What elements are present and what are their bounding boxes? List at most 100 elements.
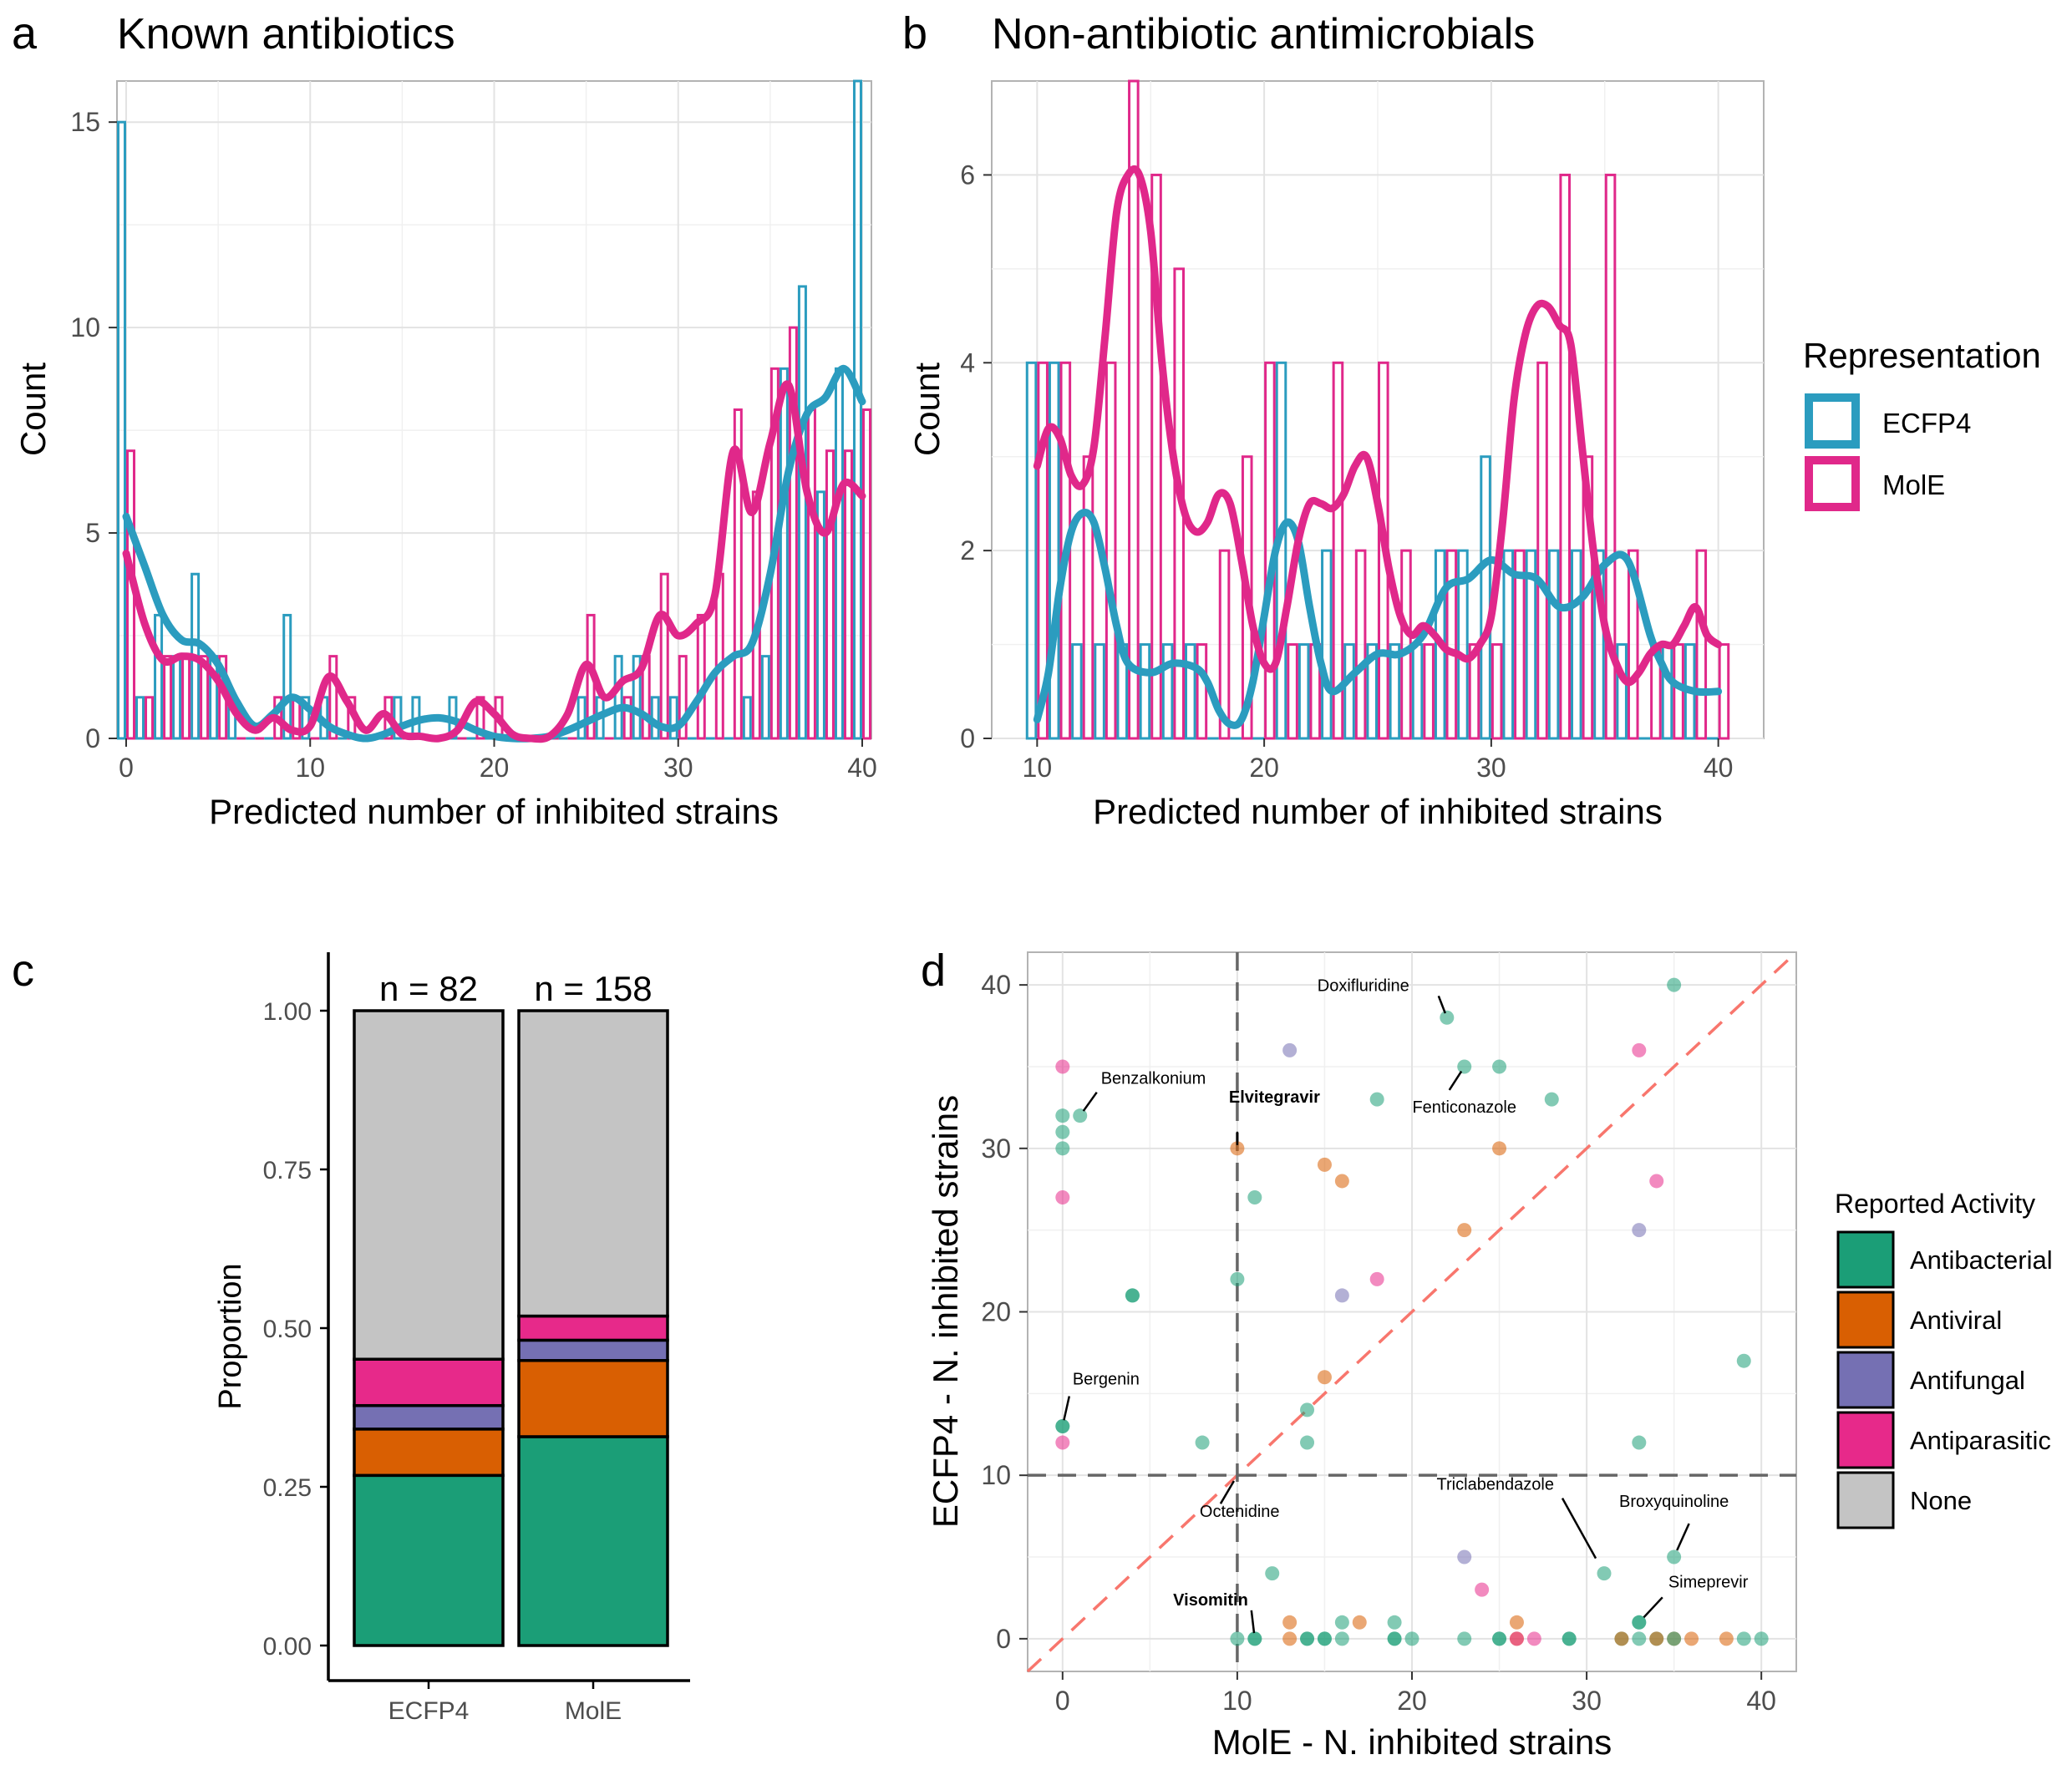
y-tick-label: 30 <box>981 1133 1011 1164</box>
point-antiviral <box>1684 1631 1699 1646</box>
panel-a-chart: 0 10 20 30 40 0 5 10 15 Predicted number of inhi… <box>13 79 877 831</box>
point-antibacterial <box>1195 1435 1210 1450</box>
panel-b-smooth-lines <box>1033 165 1723 729</box>
bar-ecfp4 <box>1525 549 1537 740</box>
bar-ecfp4 <box>797 285 807 740</box>
x-tick-label: 20 <box>1249 753 1279 783</box>
panel-d-points <box>1055 977 1769 1646</box>
point-antiviral <box>1457 1223 1472 1238</box>
point-antibacterial <box>1754 1631 1769 1646</box>
point-antibacterial <box>1667 977 1682 992</box>
point-antibacterial <box>1369 1092 1384 1107</box>
bar-ecfp4 <box>117 120 127 740</box>
point-antiviral <box>1492 1141 1507 1156</box>
point-antibacterial <box>1334 1631 1349 1646</box>
panel-a-title: Known antibiotics <box>117 10 455 58</box>
legend-key-antifungal <box>1836 1351 1895 1409</box>
point-antiviral <box>1509 1615 1524 1630</box>
y-tick-label: 6 <box>960 160 975 190</box>
stacked-segment-antiparasitic <box>517 1314 669 1342</box>
point-antiviral <box>1282 1631 1298 1646</box>
panel-b-ticks: 10 20 30 40 0 2 4 6 <box>960 160 1733 783</box>
legend-key-antiparasitic <box>1836 1411 1895 1469</box>
panel-a-xlabel: Predicted number of inhibited strains <box>209 792 779 831</box>
x-tick-label: 20 <box>1397 1686 1427 1716</box>
annotation-leader-line <box>1082 1091 1098 1112</box>
reported-activity-legend: Reported Activity Antibacterial Antiviral… <box>1835 1189 2053 1529</box>
bar-count-label: n = 158 <box>534 969 652 1008</box>
bar-mole <box>1218 549 1231 740</box>
stacked-segment-antibacterial <box>517 1435 669 1647</box>
bar-ecfp4 <box>576 696 587 740</box>
point-antiviral <box>1230 1141 1245 1156</box>
bar-mole <box>200 655 210 740</box>
legend-key-mole <box>1805 456 1860 511</box>
stacked-segment-antiviral <box>517 1359 669 1438</box>
panel-d-ylabel: ECFP4 - N. inhibited strains <box>926 1095 965 1528</box>
bar-ecfp4 <box>1571 549 1582 740</box>
legend-label-antifungal: Antifungal <box>1910 1366 2025 1395</box>
point-antiparasitic <box>1649 1174 1664 1189</box>
bar-mole <box>1491 643 1503 740</box>
annotation-leader-line <box>1561 1497 1597 1559</box>
point-antibacterial <box>1055 1418 1070 1433</box>
bar-mole <box>163 655 173 740</box>
smooth-line-mole <box>1033 165 1723 687</box>
bar-ecfp4 <box>1616 643 1628 740</box>
point-antifungal <box>1282 1042 1298 1057</box>
representation-legend: Representation ECFP4 MolE <box>1803 336 2041 511</box>
bar-mole <box>1445 549 1458 740</box>
y-tick-label: 0 <box>960 723 975 753</box>
y-tick-label: 0.75 <box>263 1157 312 1184</box>
panel-a-ticks: 0 10 20 30 40 0 5 10 15 <box>70 107 876 783</box>
bar-ecfp4 <box>1343 643 1355 740</box>
stacked-segment-antibacterial <box>353 1473 505 1647</box>
bar-mole <box>145 696 155 740</box>
point-antibacterial <box>1440 1010 1455 1025</box>
panel-b-letter: b <box>902 8 927 58</box>
legend-label-ecfp4: ECFP4 <box>1882 408 1971 439</box>
annotation-leader-line <box>1437 995 1446 1014</box>
y-tick-label: 0.50 <box>263 1316 312 1343</box>
stacked-segment-antiviral <box>353 1428 505 1478</box>
y-tick-label: 4 <box>960 347 975 378</box>
panel-a-letter: a <box>12 8 38 58</box>
legend-label-antiparasitic: Antiparasitic <box>1910 1426 2051 1455</box>
legend-key-antiviral <box>1836 1291 1895 1349</box>
x-tick-label: 10 <box>1023 753 1053 783</box>
annotation-label: Octenidine <box>1200 1503 1280 1521</box>
bar-ecfp4 <box>1457 549 1469 740</box>
point-antiparasitic <box>1055 1059 1070 1074</box>
annotation-label: Triclabendazole <box>1437 1476 1554 1494</box>
y-tick-label: 10 <box>70 312 100 342</box>
bar-ecfp4 <box>282 613 292 740</box>
bar-ecfp4 <box>1071 643 1083 740</box>
point-antiviral <box>1614 1631 1629 1646</box>
point-antibacterial <box>1492 1059 1507 1074</box>
annotation-label: Doxifluridine <box>1318 976 1409 995</box>
legend-key-antibacterial <box>1836 1230 1895 1289</box>
point-antiparasitic <box>1055 1435 1070 1450</box>
point-antibacterial <box>1736 1631 1751 1646</box>
panel-d-annotations: Doxifluridine Benzalkonium Elvitegravir Fen… <box>1063 976 1749 1634</box>
x-tick-label: 20 <box>480 753 510 783</box>
panel-b-bars <box>1025 79 1730 740</box>
bar-mole <box>678 655 688 740</box>
bar-mole <box>1105 361 1117 740</box>
annotation-label: Simeprevir <box>1668 1573 1749 1591</box>
annotation-label: Benzalkonium <box>1101 1070 1206 1088</box>
bar-ecfp4 <box>760 655 770 740</box>
point-antibacterial <box>1334 1615 1349 1630</box>
point-antibacterial <box>1055 1108 1070 1123</box>
bar-ecfp4 <box>632 655 642 740</box>
bar-ecfp4 <box>1389 643 1401 740</box>
point-antibacterial <box>1300 1631 1315 1646</box>
legend-label-mole: MolE <box>1882 469 1945 500</box>
point-antibacterial <box>1387 1615 1402 1630</box>
panel-b-title: Non-antibiotic antimicrobials <box>992 10 1535 58</box>
y-tick-label: 0 <box>85 723 100 753</box>
point-antibacterial <box>1300 1435 1315 1450</box>
stacked-segment-none <box>517 1009 669 1318</box>
point-antibacterial <box>1632 1435 1647 1450</box>
bar-mole <box>1559 173 1571 740</box>
